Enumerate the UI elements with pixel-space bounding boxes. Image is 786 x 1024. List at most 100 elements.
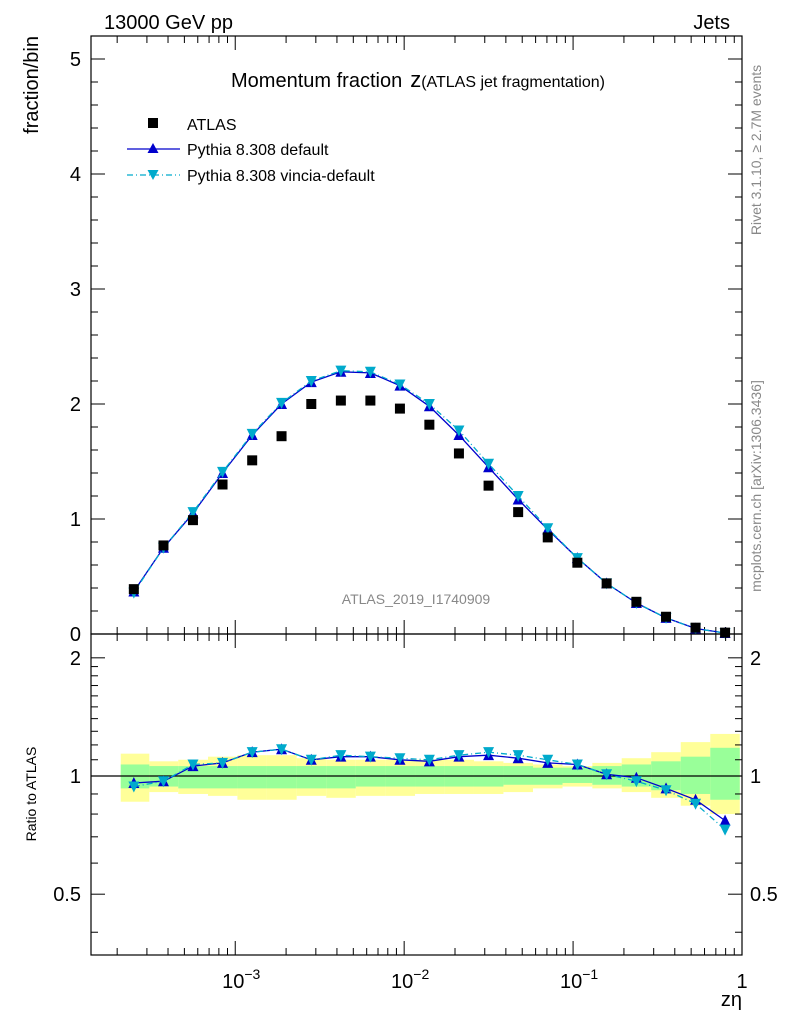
ratio-ytick-label-left: 0.5 xyxy=(53,884,81,906)
band-green-2 xyxy=(178,766,209,789)
chart-title: Momentum fraction z(ATLAS jet fragmentati… xyxy=(231,67,605,92)
main-vincia-point-11 xyxy=(453,425,465,437)
ratio-vincia-point-1 xyxy=(157,776,169,788)
main-atlas-point-11 xyxy=(453,448,464,459)
main-atlas-point-18 xyxy=(661,611,672,622)
ratio-vincia-point-19 xyxy=(690,798,702,810)
band-green-19 xyxy=(680,756,711,794)
main-atlas-point-13 xyxy=(513,507,524,518)
main-ytick-label: 1 xyxy=(70,509,81,531)
main-atlas-point-4 xyxy=(247,455,258,466)
header-energy-label: 13000 GeV pp xyxy=(104,12,233,34)
ratio-series xyxy=(128,743,731,836)
main-atlas-point-17 xyxy=(631,596,642,607)
main-atlas-point-3 xyxy=(217,479,228,490)
ratio-ytick-label-right: 1 xyxy=(750,766,761,788)
legend-marker-atlas xyxy=(148,118,158,128)
main-vincia-point-10 xyxy=(423,399,435,410)
band-green-6 xyxy=(296,766,327,789)
legend-marker-vincia xyxy=(147,170,159,180)
main-vincia-point-12 xyxy=(483,458,495,470)
ratio-vincia-point-15 xyxy=(571,759,583,771)
main-atlas-point-8 xyxy=(365,395,376,406)
ratio-vincia-point-6 xyxy=(305,754,317,766)
main-atlas-point-15 xyxy=(572,557,583,568)
chart-title-math: z xyxy=(410,67,421,92)
ratio-vincia-point-18 xyxy=(660,785,672,797)
band-green-7 xyxy=(326,766,356,789)
ratio-axes: 0.5 0.5 1 1 2 2 10−3 10−2 10−1 1 xyxy=(53,633,778,993)
main-atlas-point-7 xyxy=(335,395,346,406)
main-atlas-point-5 xyxy=(276,431,287,442)
main-atlas-point-12 xyxy=(483,480,494,491)
ratio-ytick-label-left: 2 xyxy=(70,648,81,670)
ratio-vincia-point-7 xyxy=(335,750,347,762)
main-vincia-point-6 xyxy=(305,376,317,387)
main-atlas-point-19 xyxy=(690,622,701,633)
main-atlas-point-9 xyxy=(394,403,405,414)
x-tick-label: 10−3 xyxy=(222,966,260,993)
main-atlas-point-6 xyxy=(306,399,317,409)
legend: ATLAS Pythia 8.308 default Pythia 8.308 … xyxy=(127,117,375,185)
ratio-vincia-point-3 xyxy=(217,757,229,769)
mcplots-source-label: mcplots.cern.ch [arXiv:1306.3436] xyxy=(748,380,764,592)
ratio-vincia-point-8 xyxy=(364,751,376,763)
ratio-vincia-point-11 xyxy=(453,750,465,762)
ratio-vincia-point-13 xyxy=(512,750,524,762)
ratio-vincia-point-20 xyxy=(719,824,731,836)
main-vincia-point-9 xyxy=(394,379,406,391)
header-jets-label: Jets xyxy=(693,12,730,34)
ratio-vincia-point-17 xyxy=(630,776,642,788)
ratio-vincia-point-16 xyxy=(601,769,613,781)
main-ytick-label: 5 xyxy=(70,49,81,71)
main-vincia-point-13 xyxy=(512,491,524,502)
ratio-ytick-label-right: 0.5 xyxy=(750,884,778,906)
main-axes: 0 1 2 3 4 5 xyxy=(70,35,743,646)
ratio-vincia-point-5 xyxy=(276,744,288,756)
main-vincia-point-8 xyxy=(364,366,376,378)
main-ytick-label: 4 xyxy=(70,164,81,186)
main-vincia-point-3 xyxy=(217,466,229,478)
band-green-20 xyxy=(710,747,740,800)
main-vincia-point-5 xyxy=(276,397,288,409)
main-atlas-point-16 xyxy=(601,578,612,589)
legend-label-atlas: ATLAS xyxy=(187,117,237,134)
chart-title-text: Momentum fraction xyxy=(231,70,402,92)
x-tick-label: 1 xyxy=(736,971,747,993)
main-vincia-point-4 xyxy=(246,428,258,440)
main-atlas-point-10 xyxy=(424,419,435,430)
legend-label-vincia: Pythia 8.308 vincia-default xyxy=(187,168,375,185)
main-vincia-point-14 xyxy=(542,523,554,535)
ratio-vincia-point-2 xyxy=(187,759,199,771)
ratio-ytick-label-left: 1 xyxy=(70,766,81,788)
band-green-3 xyxy=(208,766,238,789)
main-series xyxy=(128,365,731,639)
main-atlas-point-20 xyxy=(720,627,731,638)
ratio-vincia-point-9 xyxy=(394,753,406,765)
main-atlas-point-1 xyxy=(158,540,169,551)
band-green-5 xyxy=(266,766,297,789)
ratio-frame xyxy=(90,633,743,956)
ratio-ytick-label-right: 2 xyxy=(750,648,761,670)
ratio-default-point-20 xyxy=(719,814,731,826)
main-ylabel: fraction/bin xyxy=(21,36,43,134)
x-tick-label: 10−2 xyxy=(391,966,429,993)
main-vincia-point-2 xyxy=(187,507,199,519)
chart-title-suffix: (ATLAS jet fragmentation) xyxy=(421,74,605,91)
ratio-vincia-point-14 xyxy=(542,754,554,766)
main-vincia-point-7 xyxy=(335,365,347,377)
x-tick-label: 10−1 xyxy=(560,966,598,993)
main-atlas-point-0 xyxy=(128,584,139,595)
main-atlas-point-2 xyxy=(187,515,198,526)
main-ytick-label: 2 xyxy=(70,394,81,416)
uncertainty-bands xyxy=(120,733,740,815)
legend-marker-default xyxy=(147,143,159,153)
ratio-vincia-point-10 xyxy=(423,754,435,766)
band-green-15 xyxy=(562,767,593,783)
legend-label-default: Pythia 8.308 default xyxy=(187,142,329,159)
x-axis-label: zη xyxy=(721,989,742,1011)
ratio-ylabel: Ratio to ATLAS xyxy=(23,747,39,842)
main-ytick-label: 0 xyxy=(70,624,81,646)
ratio-vincia-point-4 xyxy=(246,747,258,759)
